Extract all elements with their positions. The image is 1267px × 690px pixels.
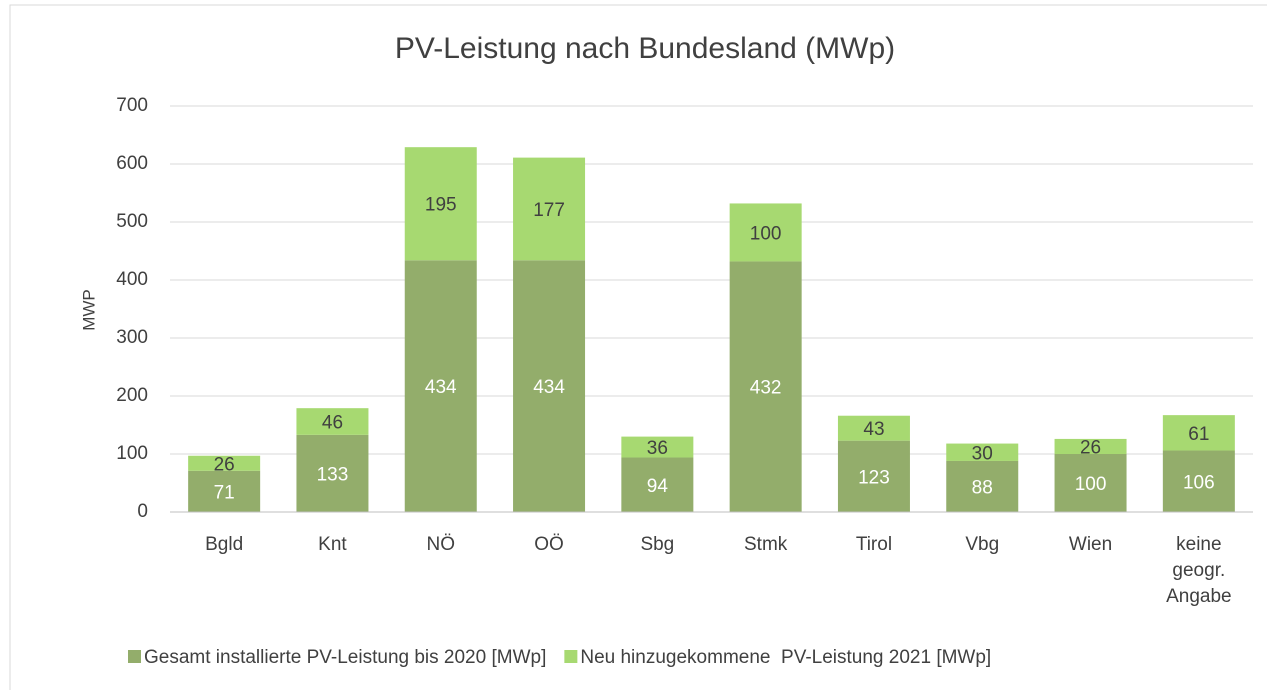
x-tick-label: Stmk — [744, 534, 788, 555]
y-axis-label: MWP — [79, 289, 98, 331]
data-label: 195 — [425, 195, 457, 216]
data-label: 133 — [317, 464, 349, 485]
data-label: 123 — [858, 467, 890, 488]
bar-segment — [946, 443, 1019, 461]
y-tick-label: 600 — [116, 153, 148, 174]
data-label: 434 — [425, 377, 457, 398]
bar-segment — [1162, 450, 1235, 512]
data-label: 26 — [1080, 437, 1101, 458]
bar-segment — [837, 440, 910, 512]
x-tick-label: OÖ — [534, 534, 564, 555]
data-label: 46 — [322, 413, 343, 434]
y-tick-label: 400 — [116, 269, 148, 290]
data-label: 100 — [750, 223, 782, 244]
bar-segment — [513, 157, 586, 261]
data-label: 432 — [750, 378, 782, 399]
bar-segment — [837, 415, 910, 441]
data-label: 94 — [647, 476, 669, 497]
x-tick-label: keine geogr. Angabe — [1166, 534, 1232, 607]
bar-segment — [188, 470, 261, 512]
y-tick-label: 200 — [116, 385, 148, 406]
x-tick-label: NÖ — [427, 534, 456, 555]
bar-segment — [296, 434, 369, 512]
bar-segment — [404, 147, 477, 261]
legend-label: Neu hinzugekommene PV-Leistung 2021 [MWp… — [580, 647, 991, 668]
bar-segment — [729, 203, 802, 262]
data-label: 36 — [647, 438, 668, 459]
x-tick-label: Sbg — [640, 534, 674, 555]
data-label: 61 — [1188, 424, 1209, 445]
data-label: 88 — [972, 477, 993, 498]
bar-segment — [729, 261, 802, 512]
x-tick-label: Knt — [318, 534, 347, 555]
bar-segment — [404, 260, 477, 512]
y-tick-label: 100 — [116, 443, 148, 464]
data-label: 26 — [214, 454, 235, 475]
y-tick-label: 0 — [137, 501, 148, 522]
bar-segment — [1162, 415, 1235, 451]
data-label: 106 — [1183, 472, 1215, 493]
data-label: 100 — [1075, 474, 1107, 495]
bar-segment — [296, 408, 369, 435]
x-tick-label: Vbg — [965, 534, 999, 555]
x-tick-label: Bgld — [205, 534, 243, 555]
data-label: 177 — [533, 200, 565, 221]
y-tick-label: 700 — [116, 95, 148, 116]
data-label: 43 — [863, 419, 884, 440]
data-label: 71 — [214, 482, 235, 503]
bar-segment — [1054, 454, 1127, 512]
legend-swatch — [128, 650, 141, 663]
bar-segment — [513, 260, 586, 512]
bar-segment — [621, 457, 694, 512]
x-tick-label: Wien — [1069, 534, 1112, 555]
chart-title: PV-Leistung nach Bundesland (MWp) — [395, 32, 895, 65]
legend-swatch — [564, 650, 578, 663]
y-tick-label: 500 — [116, 211, 148, 232]
data-label: 434 — [533, 377, 565, 398]
bar-segment — [1054, 438, 1127, 454]
bar-segment — [621, 436, 694, 458]
bar-segment — [946, 460, 1019, 512]
chart-frame — [9, 4, 1267, 690]
data-label: 30 — [972, 443, 993, 464]
legend-label: Gesamt installierte PV-Leistung bis 2020… — [144, 647, 546, 668]
y-tick-label: 300 — [116, 327, 148, 348]
bar-segment — [188, 455, 261, 471]
x-tick-label: Tirol — [856, 534, 892, 555]
